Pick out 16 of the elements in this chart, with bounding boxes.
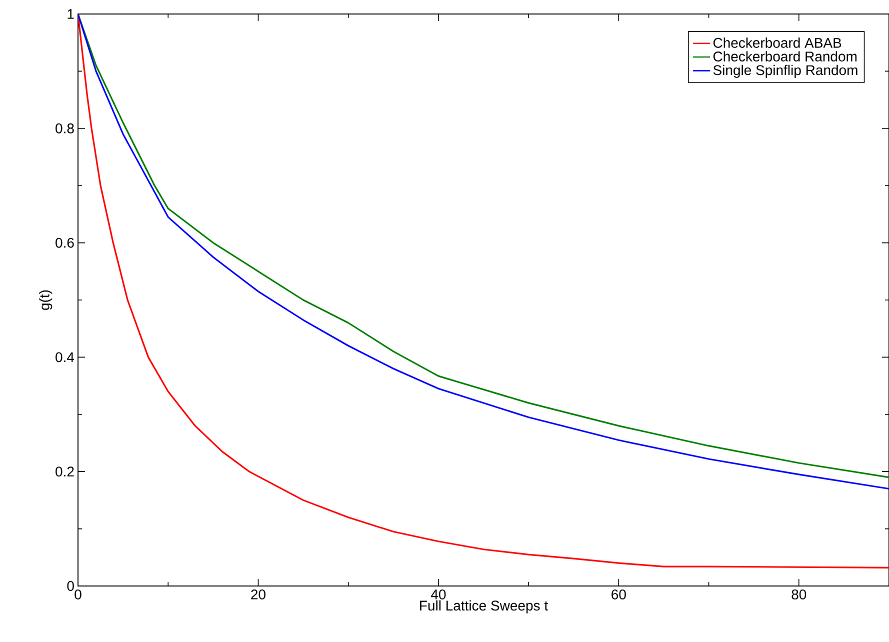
y-tick-label: 1	[68, 9, 74, 19]
y-tick-label: 0.4	[56, 352, 74, 362]
legend-label: Single Spinflip Random	[713, 64, 858, 78]
y-tick-label: 0	[67, 581, 74, 591]
y-tick-label: 0.6	[56, 238, 74, 248]
x-tick-label: 40	[430, 590, 446, 600]
legend-label: Checkerboard Random	[713, 51, 857, 62]
y-tick-label: 0.2	[56, 466, 74, 477]
x-tick-label: 80	[792, 590, 806, 600]
x-tick-label: 60	[612, 590, 626, 600]
y-tick-label: 0.8	[56, 123, 74, 134]
x-axis-title: Full Lattice Sweeps t	[420, 600, 548, 614]
x-tick-label: 0	[74, 590, 82, 600]
legend-label: Checkerboard ABAB	[713, 38, 842, 48]
y-axis-title: g(t)	[39, 290, 52, 310]
x-tick-label: 20	[251, 590, 266, 600]
